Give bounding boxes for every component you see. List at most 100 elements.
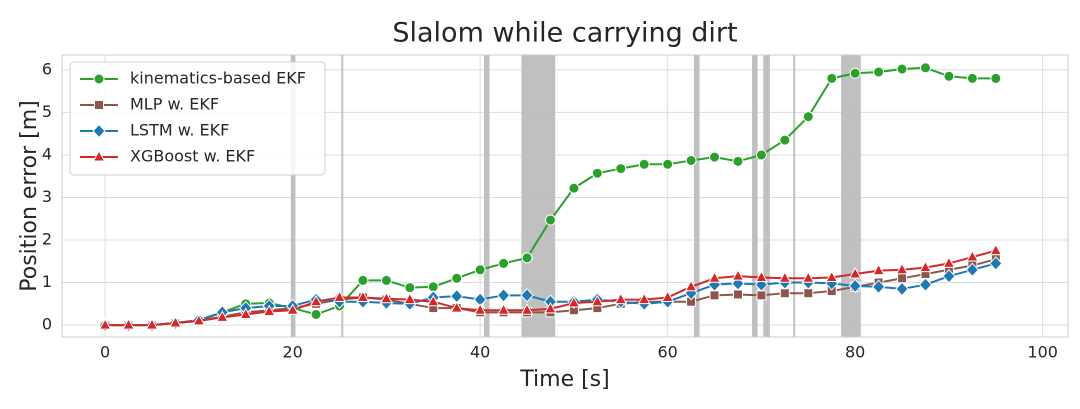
marker xyxy=(732,155,744,167)
marker xyxy=(731,269,745,281)
marker xyxy=(92,149,106,162)
marker xyxy=(732,289,743,300)
marker xyxy=(404,282,416,294)
marker xyxy=(215,310,229,322)
y-tick-label: 1 xyxy=(42,272,52,291)
marker xyxy=(872,263,885,276)
marker xyxy=(614,292,628,305)
marker xyxy=(544,214,556,226)
legend: kinematics-based EKF MLP w. EKF LSTM w. EK… xyxy=(69,61,326,176)
marker xyxy=(451,272,463,284)
shaded-span xyxy=(290,55,296,337)
marker xyxy=(942,256,956,268)
marker xyxy=(849,67,861,79)
shaded-span xyxy=(693,55,700,337)
marker xyxy=(755,270,768,282)
marker xyxy=(192,313,206,326)
marker xyxy=(943,70,955,82)
marker xyxy=(591,294,604,307)
plot-frame xyxy=(61,54,1069,338)
shaded-span xyxy=(483,55,490,337)
marker xyxy=(989,243,1003,256)
x-tick-label: 60 xyxy=(657,343,677,362)
marker xyxy=(473,303,487,315)
y-tick-label: 4 xyxy=(42,144,52,163)
marker xyxy=(169,315,182,328)
marker xyxy=(380,274,392,286)
marker xyxy=(520,288,534,303)
marker xyxy=(708,271,721,283)
shaded-span xyxy=(763,55,770,337)
y-tick-label: 6 xyxy=(42,59,52,78)
marker xyxy=(709,290,720,301)
marker xyxy=(662,158,674,170)
marker xyxy=(521,252,533,264)
shaded-span xyxy=(841,55,861,337)
marker xyxy=(755,149,767,161)
y-axis-label: Position error [m] xyxy=(17,100,42,292)
marker xyxy=(567,295,581,308)
marker xyxy=(897,273,908,284)
legend-label: LSTM w. EKF xyxy=(130,121,229,140)
legend-box xyxy=(69,61,326,176)
marker xyxy=(239,307,253,319)
marker xyxy=(895,281,909,297)
marker xyxy=(966,249,979,262)
marker xyxy=(497,303,510,315)
marker xyxy=(756,290,767,301)
x-tick-label: 0 xyxy=(100,343,110,362)
marker xyxy=(380,291,393,304)
marker xyxy=(896,63,908,75)
marker xyxy=(873,66,885,78)
marker xyxy=(826,72,838,84)
marker xyxy=(942,268,956,284)
shaded-span xyxy=(341,55,344,337)
marker xyxy=(450,288,464,304)
marker xyxy=(918,277,933,292)
marker xyxy=(403,292,417,305)
marker xyxy=(92,123,106,139)
marker xyxy=(709,151,721,163)
marker xyxy=(779,288,790,299)
marker xyxy=(990,72,1002,84)
marker xyxy=(309,294,323,307)
marker xyxy=(333,290,346,302)
marker xyxy=(498,257,510,269)
marker xyxy=(568,182,580,194)
marker xyxy=(496,288,511,303)
marker xyxy=(520,303,534,315)
legend-label: MLP w. EKF xyxy=(130,95,219,114)
marker xyxy=(615,163,627,175)
marker xyxy=(638,158,650,170)
marker xyxy=(848,267,862,279)
marker xyxy=(684,279,698,292)
marker xyxy=(778,271,792,283)
marker xyxy=(591,167,603,179)
marker xyxy=(871,279,886,295)
x-axis-label: Time [s] xyxy=(519,367,609,392)
marker xyxy=(965,262,980,278)
shaded-span xyxy=(752,55,758,337)
marker xyxy=(919,260,932,273)
marker xyxy=(685,154,697,166)
marker xyxy=(310,308,322,320)
legend-label: kinematics-based EKF xyxy=(130,69,306,88)
marker xyxy=(637,292,651,305)
chart-title: Slalom while carrying dirt xyxy=(392,18,737,49)
y-tick-label: 0 xyxy=(42,315,52,334)
marker xyxy=(802,111,814,123)
x-tick-label: 80 xyxy=(845,343,865,362)
marker xyxy=(779,134,791,146)
marker xyxy=(93,73,105,85)
shaded-span xyxy=(793,55,796,337)
marker xyxy=(98,318,112,330)
marker xyxy=(919,62,931,74)
x-tick-label: 40 xyxy=(470,343,490,362)
x-tick-label: 100 xyxy=(1027,343,1058,362)
marker xyxy=(801,271,815,283)
marker xyxy=(848,278,862,294)
marker xyxy=(989,256,1003,271)
marker xyxy=(94,100,104,110)
marker xyxy=(122,318,135,330)
